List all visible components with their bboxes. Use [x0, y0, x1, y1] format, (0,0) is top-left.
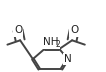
Text: O: O	[70, 25, 78, 35]
Text: 2: 2	[56, 40, 60, 49]
Text: NH: NH	[43, 37, 59, 47]
Text: O: O	[14, 25, 22, 35]
Text: N: N	[64, 54, 72, 64]
